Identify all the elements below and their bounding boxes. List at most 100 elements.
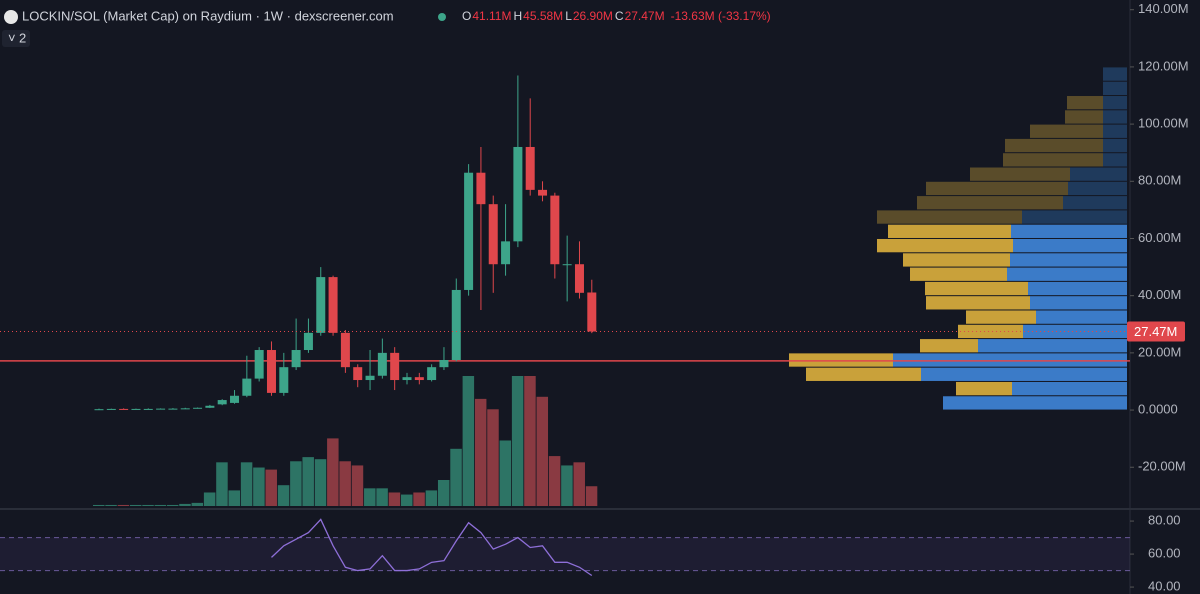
volume-bar [511,376,524,506]
ohlc-letter: L [565,9,572,23]
y-tick-label: 120.00M [1138,58,1189,73]
profile-up [1068,181,1127,196]
ohlc-value: 41.11M [472,9,511,23]
volume-bar [487,409,499,506]
ohlc-value: 26.90M [573,9,613,23]
token-icon [4,10,18,24]
volume-bar [573,462,585,506]
volume-bar [105,504,117,506]
profile-up [1070,167,1127,181]
profile-up [1022,210,1127,224]
indicator-count: 2 [19,30,26,45]
rsi-tick-label: 40.00 [1148,579,1181,594]
profile-up [1103,124,1127,138]
volume-bar [425,490,438,506]
volume-bar [166,504,179,506]
profile-down [1065,110,1103,124]
volume-bar [450,448,462,506]
profile-up [1103,96,1127,110]
candle-body [143,408,153,410]
price-tag-label: 27.47M [1134,324,1177,339]
candle-body [279,367,289,393]
candle-body [525,146,535,190]
collapse-button[interactable] [2,30,30,47]
rsi-band-fill [0,537,1130,571]
candle-body [402,377,412,381]
volume-bar [314,459,327,506]
volume-bar [228,490,241,506]
volume-bar [536,396,549,506]
profile-down [1030,124,1103,138]
chart-title: LOCKIN/SOL (Market Cap) on Raydium · 1W … [22,8,394,23]
candle-body [328,277,338,333]
ohlc-letter: C [615,9,624,23]
volume-bar [277,485,290,506]
profile-down [926,296,1030,310]
profile-down [917,196,1063,210]
rsi-line [271,518,593,577]
candle-body [427,367,437,381]
volume-bar [548,456,561,506]
candle-body [451,289,461,361]
volume-bar [351,465,364,506]
volume-bar [437,480,450,506]
candle-body [230,395,240,403]
volume-bar [253,467,265,506]
y-tick-label: -20.00M [1138,459,1186,474]
profile-down [958,324,1023,339]
y-tick-label: 0.0000 [1138,401,1178,416]
profile-up [1028,281,1127,296]
candle-body [193,407,203,409]
volume-bar [129,504,142,506]
profile-up [1103,110,1127,124]
volume-bar [499,440,512,506]
profile-down [888,224,1011,238]
profile-up [1103,153,1127,167]
profile-up [1036,310,1127,324]
profile-down [970,167,1070,181]
profile-up [943,396,1127,410]
y-tick-label: 100.00M [1138,116,1189,131]
candle-body [562,264,572,266]
profile-up [1023,324,1127,339]
profile-up [1063,196,1127,210]
candle-body [550,195,560,265]
profile-up [1103,81,1127,96]
volume-bar [142,504,154,506]
profile-up [1103,67,1127,81]
candle-body [340,332,350,368]
ohlc-value: 27.47M [625,9,665,23]
volume-bar [524,376,536,506]
profile-down [1005,138,1103,153]
volume-bar [203,492,216,506]
candle-body [303,332,313,351]
volume-bar [216,462,228,506]
profile-up [1012,381,1127,396]
profile-down [877,210,1022,224]
change-value: -13.63M (-33.17%) [671,9,771,23]
candle-body [574,264,584,293]
volume-bar [561,465,573,506]
volume-bar [462,376,475,506]
profile-up [1103,138,1127,153]
volume-bar [364,488,376,506]
candle-body [414,377,424,381]
candle-body [205,405,215,408]
candle-body [217,400,227,405]
candle-body [353,367,363,381]
volume-bar [240,462,253,506]
profile-up [1030,296,1127,310]
candle-body [106,408,116,410]
profile-up [1011,224,1127,238]
volume-bar [474,398,487,506]
y-tick-label: 40.00M [1138,287,1181,302]
candle-body [464,172,474,290]
volume-bar [191,502,204,506]
profile-down [806,367,921,381]
candle-body [94,409,104,411]
profile-down [966,310,1036,324]
volume-bar [93,504,105,506]
candle-body [476,172,486,205]
volume-bar [339,461,351,506]
